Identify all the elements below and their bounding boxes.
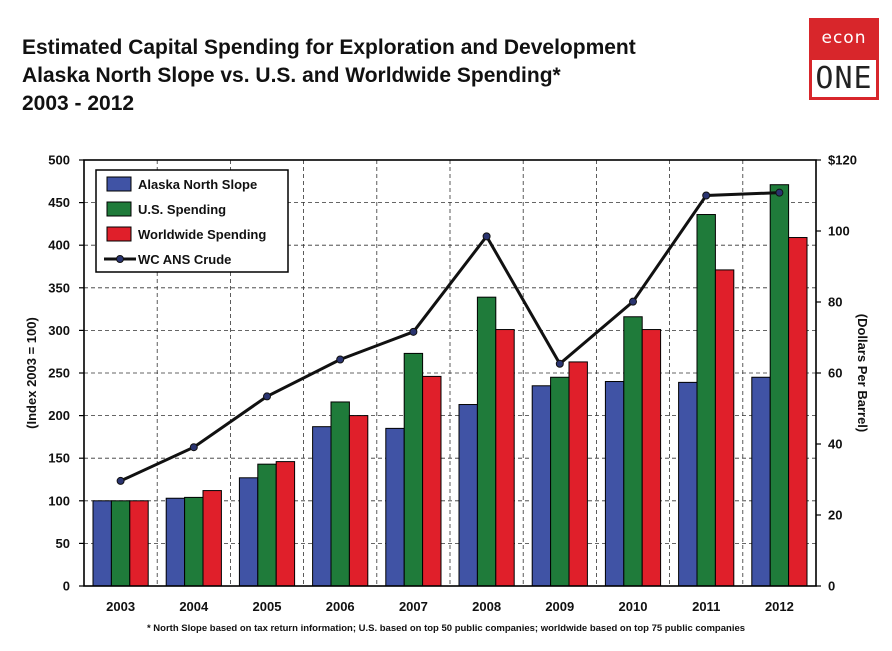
x-tick-label: 2007 (399, 599, 428, 614)
title-line-3: 2003 - 2012 (22, 92, 135, 115)
chart-title: Estimated Capital Spending for Explorati… (22, 34, 636, 118)
x-tick-label: 2006 (326, 599, 355, 614)
point-wc-ans-crude-2005 (263, 392, 271, 401)
y-tick-label-right: 60 (828, 366, 842, 381)
x-tick-label: 2003 (106, 599, 135, 614)
y-tick-label-left: 350 (48, 280, 70, 295)
y-tick-label-left: 300 (48, 323, 70, 338)
legend-label-worldwide-spending: Worldwide Spending (138, 227, 266, 242)
legend-label-alaska-north-slope: Alaska North Slope (138, 177, 257, 192)
y-tick-label-left: 400 (48, 238, 70, 253)
y-tick-label-left: 200 (48, 408, 70, 423)
bar-worldwide-spending-2009 (568, 361, 588, 587)
y-tick-label-right: 20 (828, 508, 842, 523)
point-wc-ans-crude-2007 (409, 327, 418, 336)
bar-u-s-spending-2004 (184, 496, 204, 587)
bar-alaska-north-slope-2012 (751, 376, 771, 587)
y-tick-label-right: 0 (828, 579, 835, 594)
title-line-2: Alaska North Slope vs. U.S. and Worldwid… (22, 64, 561, 87)
bar-alaska-north-slope-2009 (531, 385, 552, 587)
bar-worldwide-spending-2010 (641, 329, 662, 587)
bar-alaska-north-slope-2003 (92, 500, 112, 587)
point-wc-ans-crude-2008 (482, 232, 491, 241)
bar-u-s-spending-2011 (696, 214, 716, 587)
line-wc-ans-crude (119, 191, 780, 483)
bar-worldwide-spending-2003 (129, 500, 149, 587)
footnote: * North Slope based on tax return inform… (146, 623, 746, 634)
bar-u-s-spending-2009 (550, 376, 570, 587)
bar-u-s-spending-2012 (769, 184, 790, 587)
point-wc-ans-crude-2012 (775, 188, 784, 197)
bar-worldwide-spending-2005 (275, 461, 296, 587)
x-tick-label: 2012 (765, 599, 794, 614)
bar-alaska-north-slope-2006 (312, 426, 332, 587)
legend-swatch-worldwide-spending (106, 226, 132, 242)
bar-u-s-spending-2003 (110, 500, 131, 587)
bar-alaska-north-slope-2008 (458, 404, 478, 587)
bar-u-s-spending-2007 (403, 352, 424, 587)
y-tick-label-left: 500 (48, 153, 70, 168)
bar-u-s-spending-2005 (257, 463, 277, 587)
point-wc-ans-crude-2009 (555, 359, 564, 368)
y-tick-label-left: 250 (48, 366, 70, 381)
bar-u-s-spending-2010 (623, 316, 643, 587)
x-tick-label: 2008 (472, 599, 501, 614)
point-wc-ans-crude-2011 (702, 191, 711, 200)
bar-worldwide-spending-2008 (495, 329, 515, 587)
y-tick-label-right: 80 (828, 295, 842, 310)
bar-alaska-north-slope-2004 (165, 497, 186, 587)
y-tick-label-left: 450 (48, 195, 70, 210)
x-tick-label: 2004 (179, 599, 209, 614)
legend-label-wc-ans-crude: WC ANS Crude (138, 252, 231, 267)
bar-u-s-spending-2006 (330, 401, 350, 587)
bar-u-s-spending-2008 (476, 296, 497, 587)
bar-worldwide-spending-2006 (348, 415, 369, 587)
y-tick-label-left: 50 (56, 536, 70, 551)
x-tick-label: 2010 (619, 599, 648, 614)
y-axis-title-left: (Index 2003 = 100) (24, 317, 39, 429)
point-wc-ans-crude-2003 (116, 476, 125, 485)
legend-swatch-alaska-north-slope (106, 176, 132, 192)
point-wc-ans-crude-2004 (189, 443, 198, 452)
bar-alaska-north-slope-2011 (678, 381, 698, 587)
bar-alaska-north-slope-2007 (385, 427, 405, 587)
logo-top-text: econ (821, 28, 867, 48)
legend-label-u-s-spending: U.S. Spending (138, 202, 226, 217)
bar-alaska-north-slope-2010 (604, 381, 625, 587)
logo-bottom-text: ONE (812, 60, 876, 97)
x-tick-label: 2011 (692, 599, 720, 614)
bar-worldwide-spending-2011 (714, 269, 735, 587)
bar-worldwide-spending-2004 (202, 490, 222, 587)
bar-alaska-north-slope-2005 (238, 477, 259, 587)
y-tick-label-left: 0 (63, 579, 70, 594)
y-tick-label-right: 40 (828, 437, 842, 452)
point-wc-ans-crude-2010 (629, 297, 637, 306)
bar-worldwide-spending-2012 (788, 237, 808, 587)
legend-marker-wc-ans-crude (116, 255, 124, 263)
x-tick-label: 2005 (253, 599, 282, 614)
y-tick-label-left: 150 (48, 451, 70, 466)
y-tick-label-left: 100 (48, 493, 70, 508)
y-tick-label-right: $120 (828, 153, 857, 168)
bar-worldwide-spending-2007 (422, 375, 442, 587)
y-tick-label-right: 100 (828, 224, 850, 239)
y-axis-title-right: (Dollars Per Barrel) (855, 314, 870, 433)
point-wc-ans-crude-2006 (336, 355, 345, 364)
title-line-1: Estimated Capital Spending for Explorati… (22, 36, 636, 59)
legend-swatch-u-s-spending (106, 201, 132, 217)
econ-one-logo: econ ONE (809, 18, 879, 100)
x-tick-label: 2009 (545, 599, 574, 614)
